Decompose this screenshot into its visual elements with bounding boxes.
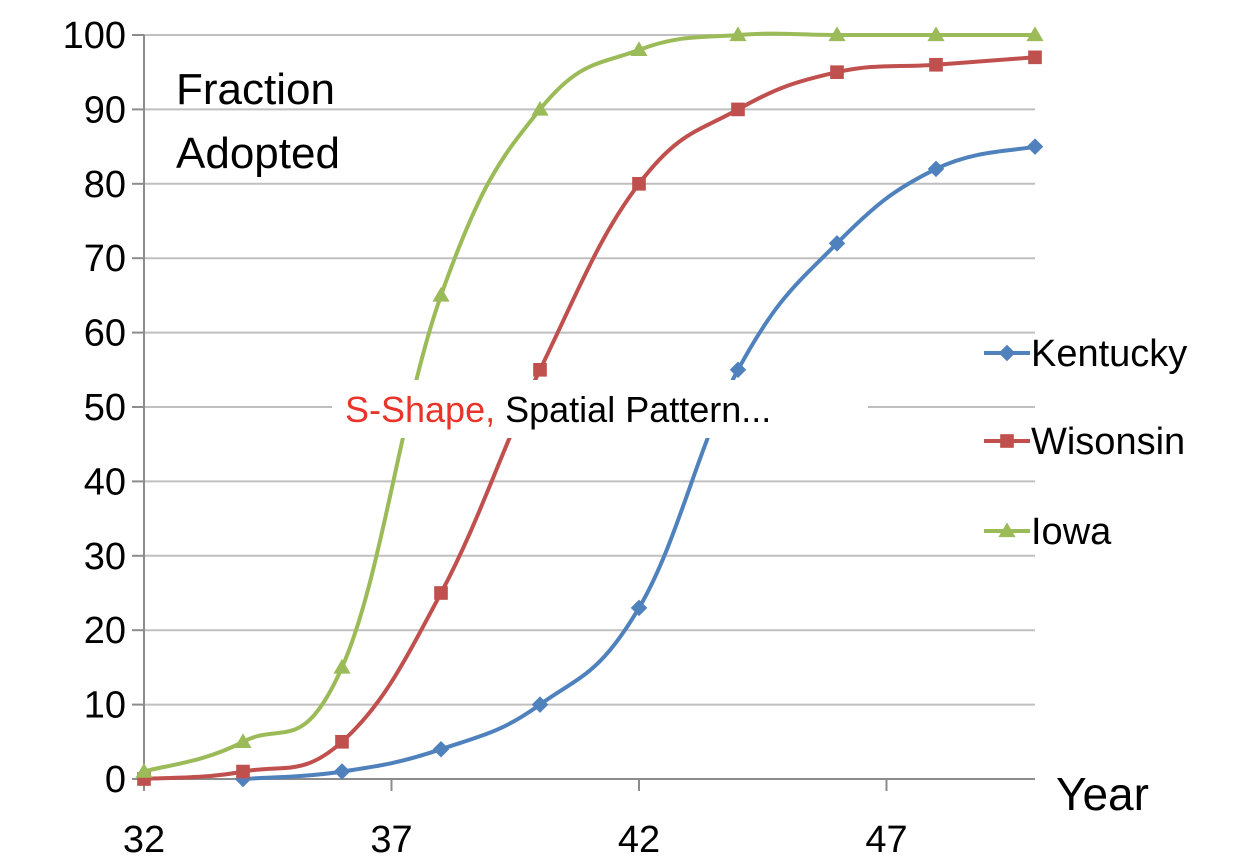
axes: 0 10 20 30 40 50 60 70 80 90 100 32 37 42 47 (63, 15, 1035, 860)
point-wisonsin-44 (731, 102, 745, 117)
annotation-background (332, 380, 868, 438)
legend-marker-kentucky (998, 344, 1016, 362)
legend-label-kentucky: Kentucky (1031, 333, 1187, 375)
legend-marker-wisonsin (1000, 434, 1014, 448)
point-kentucky-48 (927, 160, 945, 178)
legend-label-wisonsin: Wisonsin (1031, 421, 1185, 463)
point-wisonsin-36 (335, 734, 349, 749)
legend-label-iowa: Iowa (1031, 511, 1112, 553)
y-axis-label-line1: Fraction (176, 65, 335, 114)
point-kentucky-40 (531, 696, 549, 713)
point-iowa-36 (333, 658, 351, 674)
annotation-highlight: S-Shape, (345, 389, 495, 430)
point-wisonsin-42 (632, 176, 646, 191)
point-kentucky-44 (729, 361, 747, 379)
x-tick-label-32: 32 (123, 819, 165, 860)
x-tick-label-42: 42 (618, 819, 660, 860)
point-wisonsin-50 (1028, 50, 1042, 65)
y-tick-label-70: 70 (84, 238, 126, 280)
y-tick-label-100: 100 (63, 15, 126, 57)
y-tick-label-80: 80 (84, 164, 126, 206)
point-wisonsin-48 (929, 57, 943, 72)
legend-marker-iowa (998, 522, 1016, 538)
point-kentucky-42 (630, 599, 648, 617)
point-iowa-40 (531, 100, 549, 116)
y-tick-label-10: 10 (84, 685, 126, 727)
x-tick-label-47: 47 (865, 819, 907, 860)
series-lines (143, 31, 1036, 781)
y-tick-label-0: 0 (105, 759, 126, 801)
y-tick-label-90: 90 (84, 89, 126, 131)
point-iowa-32 (135, 762, 153, 778)
annotation-text: S-Shape, Spatial Pattern... (345, 389, 771, 430)
series-line-wisonsin (143, 55, 1036, 781)
x-axis-label: Year (1056, 768, 1149, 820)
series-markers (135, 26, 1044, 788)
y-tick-label-60: 60 (84, 313, 126, 355)
x-tick-label-37: 37 (370, 819, 412, 860)
y-tick-label-40: 40 (84, 461, 126, 503)
point-iowa-44 (729, 26, 747, 42)
y-tick-label-50: 50 (84, 387, 126, 429)
series-line-iowa (143, 31, 1035, 774)
y-axis-label-line2: Adopted (176, 129, 340, 178)
annotation-rest: Spatial Pattern... (505, 389, 771, 430)
point-wisonsin-34 (236, 764, 250, 779)
legend: Kentucky Wisonsin Iowa (984, 333, 1187, 553)
point-kentucky-38 (432, 740, 450, 758)
y-tick-label-30: 30 (84, 536, 126, 578)
series-line-kentucky (242, 144, 1036, 781)
point-kentucky-50 (1026, 138, 1044, 155)
point-iowa-38 (432, 286, 450, 302)
point-iowa-48 (927, 26, 945, 42)
point-iowa-34 (234, 733, 252, 748)
y-tick-label-20: 20 (84, 610, 126, 652)
point-kentucky-46 (828, 235, 846, 252)
point-wisonsin-46 (830, 65, 844, 80)
point-kentucky-36 (333, 763, 351, 780)
point-iowa-50 (1026, 26, 1044, 42)
point-iowa-42 (630, 41, 648, 57)
point-wisonsin-40 (533, 362, 547, 377)
point-iowa-46 (828, 26, 846, 42)
point-wisonsin-38 (434, 586, 448, 600)
